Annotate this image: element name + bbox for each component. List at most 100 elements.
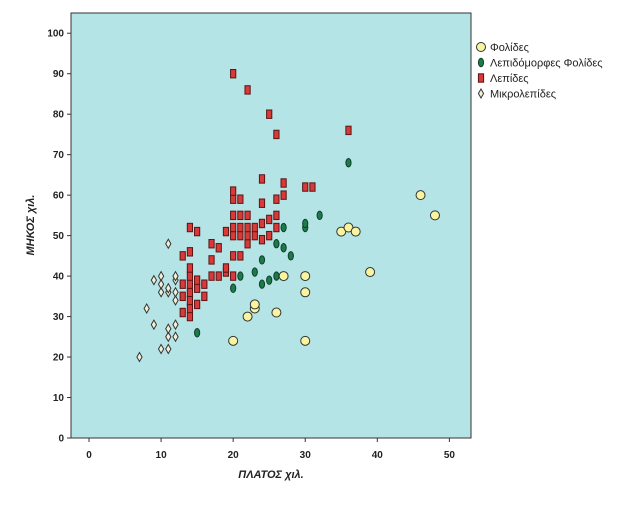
scatter-point-diamond [157,343,165,355]
scatter-point-diamond [172,270,179,282]
scatter-point-rect [302,182,309,192]
scatter-point-rect [186,303,194,314]
legend-label: Λεπίδες [490,73,529,85]
scatter-point-rect [244,222,251,233]
scatter-point-rect [244,230,251,241]
scatter-point-ellipse [251,267,258,277]
scatter-point-diamond [172,286,179,298]
data-points [136,69,440,363]
scatter-point-diamond [136,351,143,363]
scatter-point-rect [244,239,251,249]
legend-item: Φολίδες [476,42,529,54]
scatter-point-rect [230,230,237,241]
scatter-point-ellipse [230,283,237,293]
x-axis-title: ΠΛΑΤΟΣ χιλ. [238,469,303,481]
scatter-point-diamond [165,331,172,343]
series-group [136,238,179,363]
scatter-point-diamond [150,274,158,286]
x-tick-label: 10 [156,450,168,461]
scatter-point-rect [186,263,194,273]
scatter-point-rect [186,222,194,233]
scatter-point-rect [251,230,258,241]
scatter-point-rect [208,271,215,281]
scatter-point-circle [365,267,376,278]
scatter-point-rect [179,279,186,289]
legend-item: Μικρολεπίδες [477,88,556,101]
scatter-point-rect [194,299,201,310]
scatter-point-rect [208,255,215,265]
series-group [179,69,352,322]
plot-frame [70,12,472,439]
scatter-point-rect [258,234,266,245]
scatter-point-diamond [172,331,179,343]
legend-item: Λεπιδόμορφες Φολίδες [477,58,603,70]
scatter-point-rect [230,186,237,196]
scatter-point-rect [280,178,287,188]
scatter-point-rect [273,210,280,221]
x-tick-label: 50 [444,450,456,461]
legend-label: Λεπιδόμορφες Φολίδες [490,58,603,70]
axis-ticks: 0 10 20 30 40 50 60 70 80 90 100 0 10 20 30 40 50 [47,29,455,461]
scatter-point-diamond [165,282,172,294]
scatter-point-rect [273,222,280,233]
scatter-point-rect [258,198,266,208]
scatter-point-ellipse [273,271,280,281]
scatter-point-rect [266,230,273,241]
scatter-point-rect [244,85,251,95]
scatter-point-circle [300,287,311,298]
scatter-point-circle [300,335,311,346]
scatter-point-rect [179,307,186,318]
x-tick-label: 30 [300,450,312,461]
scatter-point-circle [242,311,253,322]
y-tick-label: 50 [53,231,65,242]
scatter-point-rect [237,230,244,241]
scatter-point-ellipse [258,279,266,289]
y-tick-label: 70 [53,150,65,161]
scatter-point-rect [230,69,237,79]
scatter-point-diamond [165,238,172,250]
scatter-point-ellipse [302,218,309,229]
scatter-point-circle [271,307,282,318]
scatter-point-rect [258,174,266,184]
scatter-point-diamond [157,286,165,298]
scatter-point-rect [179,291,186,302]
scatter-point-circle [350,226,361,237]
y-tick-label: 60 [53,191,65,202]
scatter-point-ellipse [266,275,273,285]
scatter-point-rect [237,222,244,233]
scatter-point-ellipse [287,251,294,261]
scatter-point-rect [230,194,237,204]
scatter-point-diamond [150,319,158,331]
legend-marker [477,88,485,99]
scatter-point-rect [222,226,230,237]
series-group [194,158,352,338]
scatter-point-rect [266,214,273,225]
scatter-point-circle [249,299,260,310]
scatter-point-rect [345,125,352,136]
scatter-point-rect [186,311,194,322]
scatter-point-rect [273,194,280,204]
scatter-point-diamond [165,343,172,355]
legend-label: Φολίδες [490,42,529,54]
scatter-point-rect [215,243,222,253]
x-tick-label: 20 [228,450,240,461]
x-tick-label: 0 [86,450,92,461]
scatter-point-diamond [172,294,179,306]
scatter-point-rect [186,247,194,257]
scatter-point-rect [194,226,201,237]
scatter-point-rect [179,251,186,261]
series-group [228,190,440,346]
scatter-point-diamond [165,323,172,335]
scatter-point-ellipse [258,255,266,265]
scatter-point-diamond [172,319,179,331]
scatter-point-rect [266,109,273,119]
scatter-point-circle [300,271,311,282]
scatter-point-rect [230,222,237,233]
scatter-point-rect [258,218,266,229]
plot-background [71,13,471,438]
scatter-point-rect [215,271,222,281]
scatter-point-rect [222,263,230,273]
scatter-point-ellipse [273,239,280,249]
